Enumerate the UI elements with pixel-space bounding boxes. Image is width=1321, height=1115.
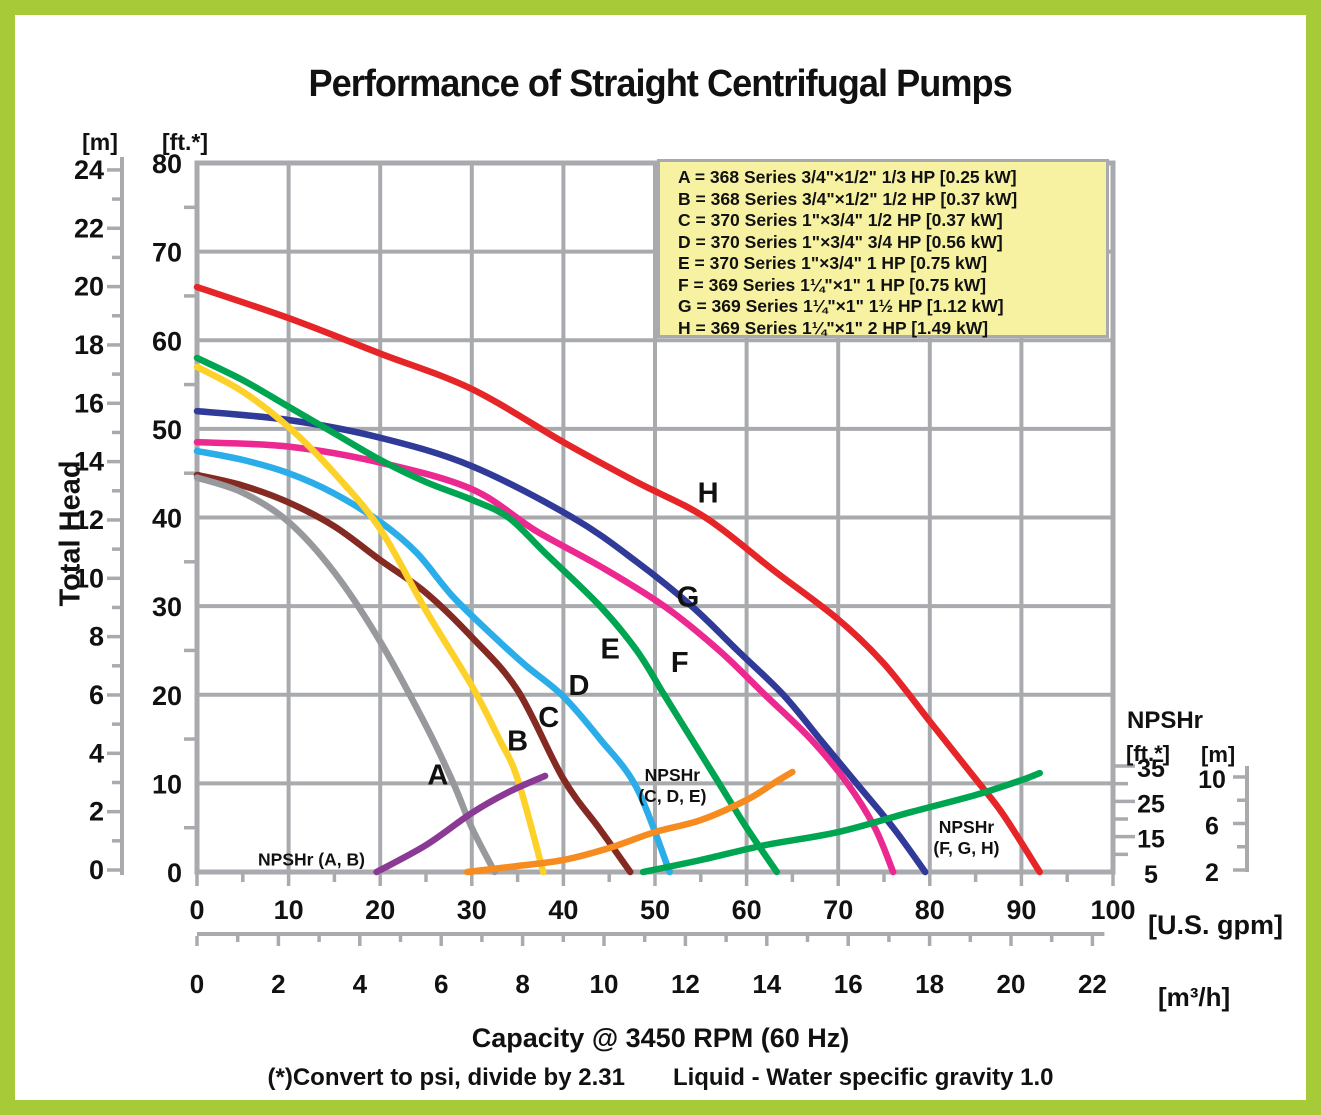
svg-text:90: 90 [1006,895,1036,925]
svg-text:70: 70 [823,895,853,925]
svg-text:2: 2 [271,969,285,999]
svg-text:E: E [600,634,619,666]
svg-text:35: 35 [1137,755,1165,783]
svg-text:30: 30 [457,895,487,925]
svg-text:20: 20 [997,969,1026,999]
svg-text:4: 4 [353,969,368,999]
legend-line: G = 369 Series 1¼"×1" 1½ HP [1.12 kW] [678,296,1004,316]
legend-box: A = 368 Series 3/4"×1/2" 1/3 HP [0.25 kW… [657,159,1109,338]
svg-text:12: 12 [74,505,104,535]
svg-text:30: 30 [152,592,182,622]
legend-line: C = 370 Series 1"×3/4" 1/2 HP [0.37 kW] [678,210,1003,230]
svg-text:NPSHr (A, B): NPSHr (A, B) [258,850,365,870]
legend-line: D = 370 Series 1"×3/4" 3/4 HP [0.56 kW] [678,231,1003,252]
svg-text:24: 24 [74,155,104,185]
svg-text:70: 70 [152,238,182,268]
svg-text:14: 14 [74,447,104,477]
svg-text:18: 18 [915,969,944,999]
svg-text:NPSHr: NPSHr [939,817,995,837]
svg-text:A: A [427,759,448,791]
svg-text:0: 0 [190,969,204,999]
svg-text:NPSHr: NPSHr [645,765,701,785]
x-axis-title: Capacity @ 3450 RPM (60 Hz) [471,1023,850,1053]
svg-text:50: 50 [640,895,670,925]
x-axis-unit-gpm: [U.S. gpm] [1148,910,1283,940]
legend-line: E = 370 Series 1"×3/4" 1 HP [0.75 kW] [678,253,988,273]
svg-text:B: B [507,726,528,758]
svg-text:10: 10 [590,969,619,999]
svg-text:80: 80 [915,895,945,925]
svg-text:80: 80 [152,149,182,179]
svg-text:2: 2 [1205,859,1219,887]
svg-text:8: 8 [515,969,529,999]
x-axis-unit-m3h: [m³/h] [1158,982,1231,1012]
svg-text:6: 6 [434,969,448,999]
svg-text:C: C [538,702,559,734]
legend-line: H = 369 Series 1¼"×1" 2 HP [1.49 kW] [678,317,989,338]
svg-text:40: 40 [548,895,578,925]
svg-text:50: 50 [152,415,182,445]
svg-text:F: F [671,647,689,679]
svg-text:D: D [568,670,589,702]
svg-text:8: 8 [89,622,104,652]
svg-text:60: 60 [732,895,762,925]
footer-note-liquid: Liquid - Water specific gravity 1.0 [672,1064,1054,1091]
svg-text:20: 20 [365,895,395,925]
svg-text:100: 100 [1090,895,1135,925]
svg-text:18: 18 [74,330,104,360]
svg-text:40: 40 [152,504,182,534]
head-axis-meters-header: [m] [82,129,118,155]
svg-text:25: 25 [1137,790,1165,818]
svg-text:20: 20 [74,272,104,302]
legend-line: A = 368 Series 3/4"×1/2" 1/3 HP [0.25 kW… [678,167,1017,187]
svg-text:4: 4 [89,738,104,768]
svg-text:20: 20 [152,681,182,711]
svg-text:10: 10 [152,769,182,799]
svg-text:6: 6 [1205,812,1219,840]
svg-text:6: 6 [89,680,104,710]
svg-text:16: 16 [834,969,863,999]
legend-line: F = 369 Series 1¼"×1" 1 HP [0.75 kW] [678,274,987,295]
svg-text:22: 22 [1078,969,1107,999]
svg-text:(F, G, H): (F, G, H) [933,838,999,858]
svg-text:0: 0 [167,858,182,888]
npshr-meters-header: [m] [1201,742,1236,767]
npshr-feet-header: [ft.*] [1126,741,1170,766]
page-title: Performance of Straight Centrifugal Pump… [308,63,1013,105]
svg-text:2: 2 [89,797,104,827]
svg-text:22: 22 [74,213,104,243]
svg-text:10: 10 [274,895,304,925]
footer-note-conversion: (*)Convert to psi, divide by 2.31 [267,1064,625,1091]
svg-text:10: 10 [1198,766,1226,794]
svg-text:15: 15 [1137,826,1165,854]
legend-line: B = 368 Series 3/4"×1/2" 1/2 HP [0.37 kW… [678,188,1018,209]
svg-text:(C, D, E): (C, D, E) [638,786,706,806]
svg-text:16: 16 [74,388,104,418]
svg-text:5: 5 [1144,861,1158,889]
svg-text:H: H [698,478,719,510]
y-axis-title: Total Head [54,460,87,607]
svg-text:60: 60 [152,326,182,356]
head-axis-feet-header: [ft.*] [162,129,208,155]
svg-text:12: 12 [671,969,700,999]
svg-text:G: G [677,581,700,613]
svg-text:0: 0 [189,895,204,925]
svg-text:10: 10 [74,563,104,593]
svg-text:14: 14 [752,969,781,999]
npshr-axis-title: NPSHr [1127,707,1204,734]
footer-note: (*)Convert to psi, divide by 2.31 Liquid … [15,1064,1306,1092]
svg-text:0: 0 [89,855,104,885]
